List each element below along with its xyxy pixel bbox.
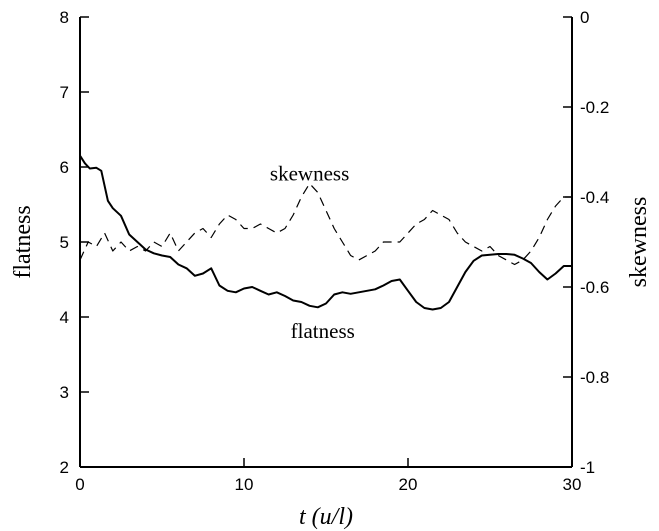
left-y-tick-label: 2 — [60, 458, 69, 477]
chart-ticks: 0 10 20 30 2 3 4 5 6 7 8 0 -0.2 -0.4 -0.6 -0.8 -1 — [60, 8, 610, 494]
left-y-tick-label: 3 — [60, 383, 69, 402]
left-y-tick-label: 6 — [60, 158, 69, 177]
right-y-tick-label: -0.6 — [580, 278, 609, 297]
series-layer — [79, 155, 572, 311]
x-tick-label: 0 — [75, 475, 84, 494]
left-y-tick-label: 7 — [60, 83, 69, 102]
left-y-axis-title: flatness — [10, 205, 36, 278]
right-y-axis-title: skewness — [626, 197, 652, 288]
x-tick-label: 30 — [563, 475, 582, 494]
right-y-tick-label: -0.8 — [580, 368, 609, 387]
right-y-tick-label: -1 — [580, 458, 595, 477]
left-y-tick-label: 4 — [60, 308, 69, 327]
annotation-skewness: skewness — [270, 162, 349, 186]
x-tick-label: 10 — [235, 475, 254, 494]
right-y-tick-label: -0.4 — [580, 188, 609, 207]
flatness-series-line — [79, 155, 572, 311]
chart-axes — [79, 17, 573, 468]
skewness-series-line — [79, 182, 572, 266]
left-y-tick-label: 8 — [60, 8, 69, 27]
right-y-tick-label: 0 — [580, 8, 589, 27]
x-axis-title: t (u/l) — [299, 504, 353, 530]
left-y-tick-label: 5 — [60, 233, 69, 252]
x-tick-label: 20 — [399, 475, 418, 494]
right-y-tick-label: -0.2 — [580, 98, 609, 117]
annotation-flatness: flatness — [291, 319, 355, 343]
